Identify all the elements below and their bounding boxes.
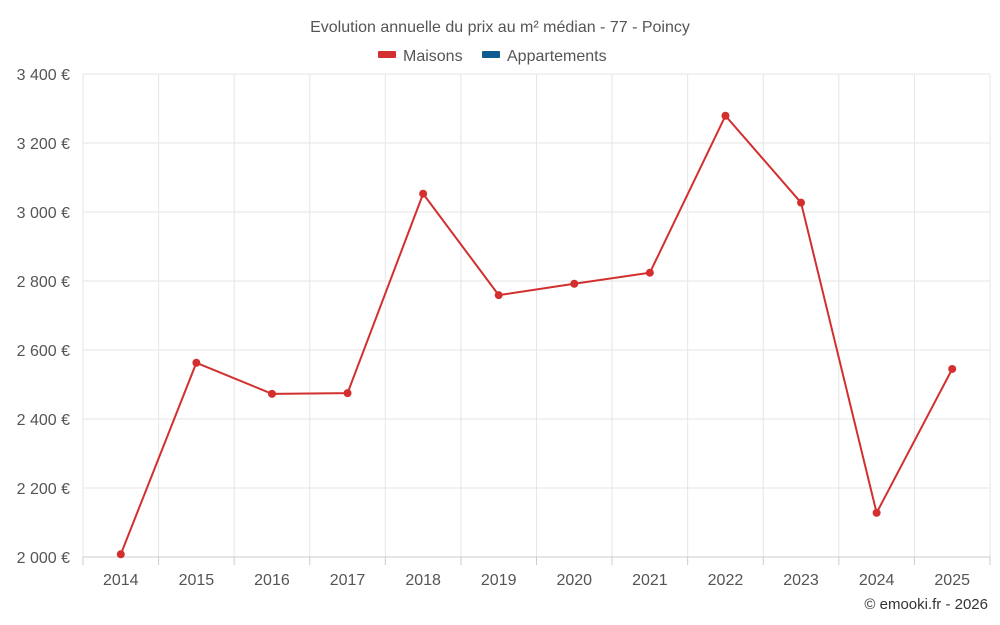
chart-title: Evolution annuelle du prix au m² médian … [310, 19, 690, 36]
x-tick-label: 2021 [632, 572, 668, 589]
y-axis: 2 000 € 2 200 € 2 400 € 2 600 € 2 800 € 3 000… [17, 67, 70, 567]
data-point-maisons-2023[interactable] [797, 198, 806, 207]
legend-swatch-maisons [378, 51, 396, 58]
legend: Maisons Appartements [378, 48, 607, 65]
x-tick-label: 2015 [179, 572, 215, 589]
data-point-maisons-2019[interactable] [494, 291, 503, 300]
x-tick-label: 2019 [481, 572, 517, 589]
x-axis: 2014 2015 2016 2017 2018 2019 2020 2021 2022 2023… [82, 556, 991, 589]
data-point-maisons-2022[interactable] [721, 111, 730, 120]
legend-label-maisons: Maisons [403, 48, 463, 65]
y-tick-label: 3 400 € [17, 67, 70, 84]
legend-swatch-appartements [482, 51, 500, 58]
data-point-maisons-2016[interactable] [267, 389, 276, 398]
x-tick-label: 2020 [556, 572, 592, 589]
credit-text: © emooki.fr - 2026 [864, 596, 988, 613]
legend-item-maisons[interactable]: Maisons [378, 48, 463, 65]
x-tick-label: 2023 [783, 572, 819, 589]
x-tick-label: 2025 [934, 572, 970, 589]
y-tick-label: 3 200 € [17, 136, 70, 153]
data-point-maisons-2015[interactable] [192, 358, 201, 367]
data-point-maisons-2025[interactable] [948, 364, 957, 373]
y-tick-label: 2 800 € [17, 274, 70, 291]
x-tick-label: 2024 [859, 572, 895, 589]
legend-item-appartements[interactable]: Appartements [482, 48, 607, 65]
y-tick-label: 2 200 € [17, 481, 70, 498]
x-tick-label: 2022 [708, 572, 744, 589]
x-tick-label: 2014 [103, 572, 139, 589]
y-tick-label: 2 000 € [17, 550, 70, 567]
grid [82, 73, 991, 558]
series-line-maisons [119, 114, 954, 555]
y-tick-label: 3 000 € [17, 205, 70, 222]
legend-label-appartements: Appartements [507, 48, 607, 65]
x-tick-label: 2016 [254, 572, 290, 589]
data-point-maisons-2020[interactable] [570, 279, 579, 288]
y-tick-label: 2 400 € [17, 412, 70, 429]
data-point-maisons-2018[interactable] [419, 189, 428, 198]
data-point-maisons-2017[interactable] [343, 389, 352, 398]
data-point-maisons-2014[interactable] [116, 550, 125, 559]
data-point-maisons-2024[interactable] [872, 508, 881, 517]
x-tick-label: 2018 [405, 572, 441, 589]
x-tick-label: 2017 [330, 572, 366, 589]
y-tick-label: 2 600 € [17, 343, 70, 360]
series-maisons [116, 111, 957, 559]
data-point-maisons-2021[interactable] [645, 268, 654, 277]
